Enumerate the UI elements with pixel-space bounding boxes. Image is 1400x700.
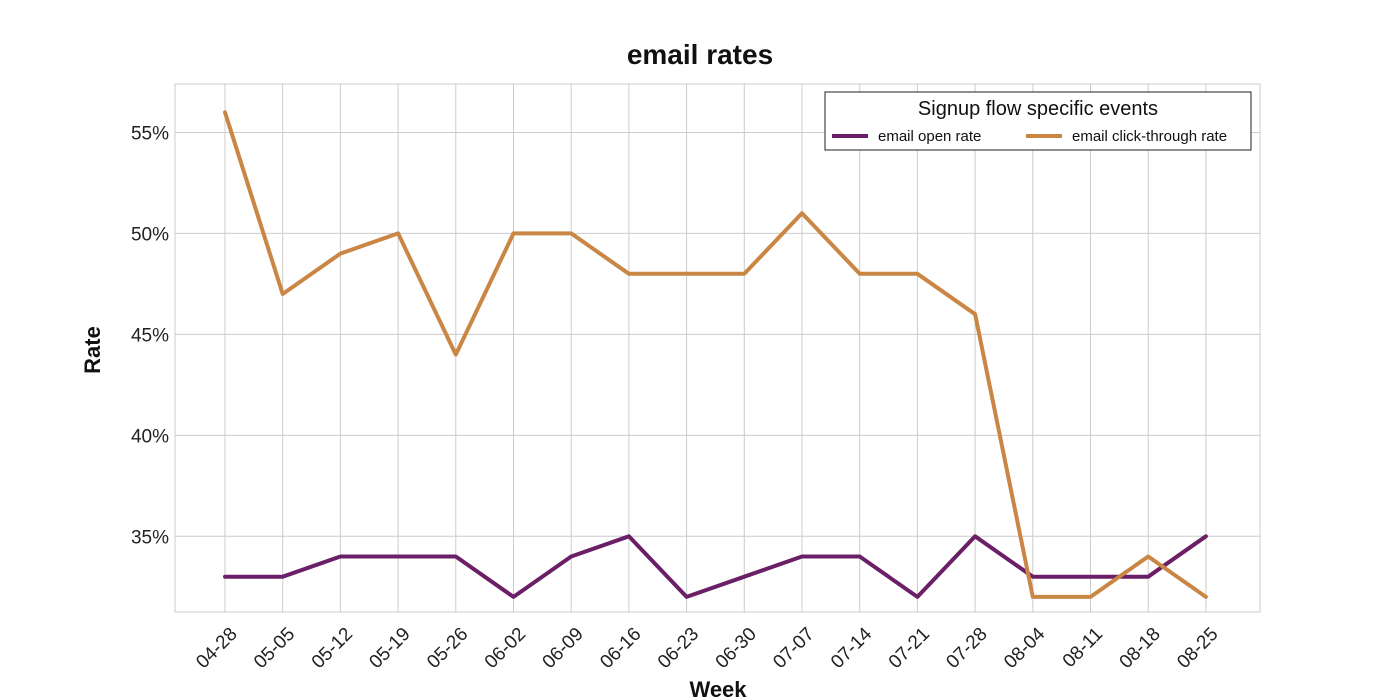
y-tick-labels: 35% 40% 45% 50% 55% xyxy=(131,123,169,548)
x-tick-label: 07-07 xyxy=(769,624,818,673)
y-tick-label: 45% xyxy=(131,325,169,346)
x-gridlines xyxy=(224,84,1207,612)
legend-box xyxy=(824,91,1252,151)
x-tick-label: 05-19 xyxy=(365,624,414,673)
series-layer xyxy=(223,110,1208,599)
x-tick-label: 08-25 xyxy=(1173,624,1222,673)
y-tick-label: 35% xyxy=(131,527,169,548)
y-axis-label: Rate xyxy=(80,326,105,374)
x-tick-label: 08-11 xyxy=(1059,624,1107,672)
x-tick-label: 05-26 xyxy=(423,624,472,673)
legend: Signup flow specific events email open r… xyxy=(824,91,1252,151)
x-tick-labels: 04-28 05-05 05-12 05-19 05-26 06-02 06-09 06-16… xyxy=(192,623,1222,673)
series-line-open-rate xyxy=(223,534,1208,599)
y-tick-label: 55% xyxy=(131,123,169,144)
x-tick-label: 08-18 xyxy=(1116,624,1165,673)
series-line-click-through-rate xyxy=(223,110,1208,599)
x-tick-label: 08-04 xyxy=(1000,623,1050,673)
x-tick-label: 07-28 xyxy=(942,624,991,673)
x-tick-label: 06-23 xyxy=(654,624,703,673)
x-tick-label: 04-28 xyxy=(192,624,241,673)
x-tick-label: 05-12 xyxy=(308,624,357,673)
plot-area xyxy=(174,83,1261,613)
x-tick-label: 07-21 xyxy=(885,624,934,673)
x-tick-label: 07-14 xyxy=(827,623,877,673)
legend-label-open-rate: email open rate xyxy=(878,128,981,145)
y-tick-label: 50% xyxy=(131,224,169,245)
legend-title: Signup flow specific events xyxy=(918,98,1158,120)
legend-label-click-through-rate: email click-through rate xyxy=(1072,128,1227,145)
x-tick-label: 05-05 xyxy=(250,624,299,673)
x-axis-label: Week xyxy=(689,677,747,700)
x-tick-label: 06-02 xyxy=(481,624,530,673)
x-tick-label: 06-16 xyxy=(596,624,645,673)
y-tick-label: 40% xyxy=(131,426,169,447)
x-tick-label: 06-09 xyxy=(539,624,588,673)
x-tick-label: 06-30 xyxy=(712,624,761,673)
chart-title: email rates xyxy=(627,39,773,70)
